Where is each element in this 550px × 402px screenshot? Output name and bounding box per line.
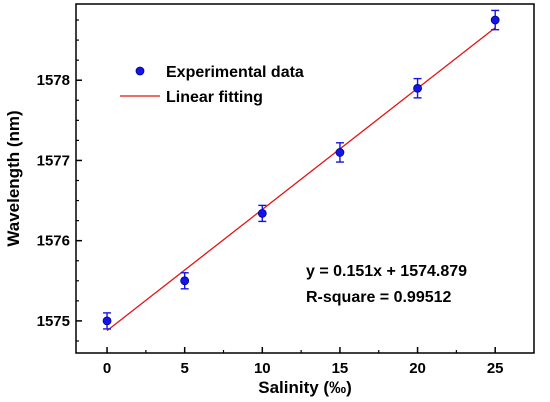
x-tick-label-5: 25 [487, 360, 504, 377]
x-tick-label-3: 15 [332, 360, 349, 377]
data-point-3 [335, 148, 345, 157]
y-axis-title: Wavelength (nm) [4, 110, 23, 246]
y-tick-label-2: 1577 [37, 152, 70, 169]
x-axis-title: Salinity (‰) [258, 378, 352, 397]
data-point-0 [102, 316, 112, 326]
fit-layer [106, 27, 496, 332]
r-square-label: R-square = 0.99512 [306, 289, 452, 306]
legend-label-experimental: Experimental data [166, 64, 304, 81]
legend: Experimental data Linear fitting [120, 64, 304, 106]
data-point-1 [180, 276, 190, 286]
x-tick-label-0: 0 [103, 360, 111, 377]
legend-label-fitting: Linear fitting [166, 89, 263, 106]
y-tick-label-0: 1575 [37, 313, 70, 330]
data-point-4 [413, 83, 422, 93]
x-tick-label-2: 10 [254, 360, 271, 377]
legend-marker-experimental [135, 66, 145, 76]
y-tick-label-1: 1576 [37, 233, 70, 250]
ticks-layer: 0 5 10 15 20 25 1575 1576 1577 1578 [37, 19, 504, 377]
plot-frame [75, 3, 535, 354]
fit-line [106, 27, 496, 332]
points-layer [102, 9, 500, 330]
data-point-2 [257, 208, 267, 218]
x-tick-label-1: 5 [181, 360, 189, 377]
fit-equation: y = 0.151x + 1574.879 [306, 263, 467, 280]
y-tick-label-3: 1578 [37, 72, 70, 89]
x-tick-label-4: 20 [409, 360, 426, 377]
data-point-5 [490, 15, 500, 25]
